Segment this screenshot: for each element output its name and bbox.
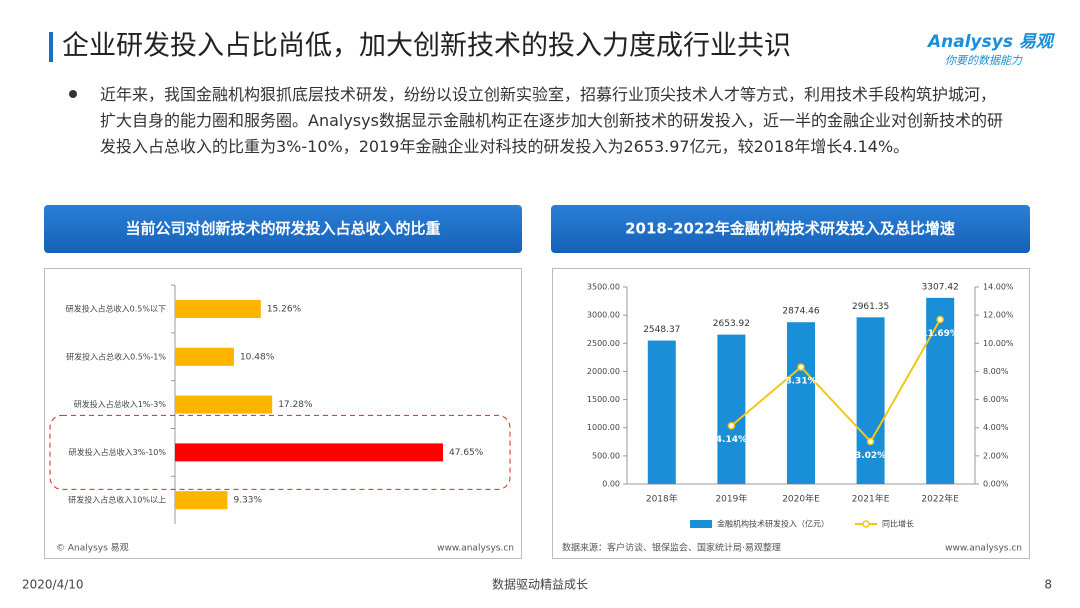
data-label: 2874.46 [782, 307, 819, 317]
data-label: 2548.37 [643, 325, 680, 335]
chart-source: © Analysys 易观 [56, 543, 129, 554]
legend-label: 金融机构技术研发投入（亿元） [717, 519, 829, 529]
legend-label: 同比增长 [882, 519, 914, 529]
bar [926, 297, 955, 484]
legend-swatch [690, 520, 712, 528]
data-label: 3.02% [855, 451, 886, 461]
line-marker [936, 315, 944, 324]
y2-tick-label: 4.00% [983, 423, 1009, 432]
data-label: 47.65% [449, 448, 484, 458]
chart-title: 2018-2022年金融机构技术研发投入及总比增速 [625, 220, 955, 238]
x-tick-label: 2021年E [852, 493, 890, 505]
bar [175, 300, 261, 318]
x-tick-label: 2019年 [715, 493, 747, 505]
y2-tick-label: 14.00% [983, 283, 1014, 292]
y2-tick-label: 10.00% [983, 339, 1014, 348]
x-tick-label: 2020年E [782, 493, 820, 505]
bar [787, 322, 815, 484]
data-label: 2653.92 [713, 319, 750, 329]
bar [175, 443, 443, 462]
y-tick-label: 2500.00 [587, 339, 620, 348]
chart-source: 数据来源：客户访谈、银保监会、国家统计局·易观整理 [562, 542, 781, 554]
y-tick-label: 研发投入占总收入0.5%-1% [66, 351, 166, 361]
y-tick-label: 3500.00 [587, 283, 620, 292]
y-tick-label: 500.00 [592, 451, 620, 460]
slide-title: 企业研发投入占比尚低，加大创新技术的投入力度成行业共识 [62, 31, 791, 62]
chart-title: 当前公司对创新技术的研发投入占总收入的比重 [125, 220, 440, 238]
y-tick-label: 研发投入占总收入3%-10% [69, 447, 167, 457]
bar [717, 334, 746, 484]
y-tick-label: 0.00 [602, 480, 620, 489]
y-tick-label: 1500.00 [587, 395, 620, 404]
logo-slogan: 你要的数据能力 [945, 54, 1023, 67]
bar [175, 395, 273, 414]
data-label: 2961.35 [852, 302, 889, 312]
title-accent [49, 32, 53, 62]
y-tick-label: 研发投入占总收入10%以上 [68, 495, 166, 505]
y2-tick-label: 2.00% [983, 451, 1009, 460]
chart-website: www.analysys.cn [945, 544, 1022, 554]
data-label: 3307.42 [922, 282, 959, 292]
line-marker [866, 437, 875, 446]
chart-header [551, 205, 1030, 253]
bar [175, 491, 228, 510]
page-number: 8 [1044, 578, 1052, 592]
y2-tick-label: 12.00% [983, 311, 1014, 320]
data-label: 15.26% [267, 305, 302, 315]
bar [856, 317, 885, 484]
line-marker [727, 421, 736, 430]
footer-slogan: 数据驱动精益成长 [492, 577, 588, 592]
data-label: 4.14% [716, 435, 747, 445]
logo: Analysys 易观 [926, 32, 1056, 52]
y-tick-label: 2000.00 [587, 367, 620, 376]
highlight-box [49, 414, 511, 490]
bullet [69, 90, 77, 98]
x-tick-label: 2018年 [646, 493, 678, 505]
line-marker [797, 363, 805, 371]
y2-tick-label: 6.00% [983, 395, 1009, 404]
data-label: 8.31% [785, 377, 816, 387]
x-tick-label: 2022年E [921, 493, 959, 505]
chart-header [44, 205, 522, 253]
y-tick-label: 研发投入占总收入0.5%以下 [66, 304, 166, 314]
chart-frame [44, 268, 522, 559]
data-label: 10.48% [240, 352, 275, 362]
y-tick-label: 3000.00 [587, 311, 620, 320]
data-label: 9.33% [233, 496, 262, 506]
y2-tick-label: 0.00% [983, 480, 1009, 489]
y-tick-label: 1000.00 [587, 423, 620, 432]
y-tick-label: 研发投入占总收入1%-3% [74, 399, 167, 409]
data-label: 11.69% [921, 329, 959, 339]
bar [175, 347, 234, 366]
footer-date: 2020/4/10 [22, 578, 84, 592]
body-text: 近年来，我国金融机构狠抓底层技术研发，纷纷以设立创新实验室，招募行业顶尖技术人才… [100, 85, 1003, 156]
y2-tick-label: 8.00% [983, 367, 1009, 376]
line [730, 319, 942, 444]
data-label: 17.28% [278, 400, 313, 410]
legend-marker [862, 520, 870, 528]
bar [647, 340, 676, 484]
chart-website: www.analysys.cn [437, 544, 514, 554]
